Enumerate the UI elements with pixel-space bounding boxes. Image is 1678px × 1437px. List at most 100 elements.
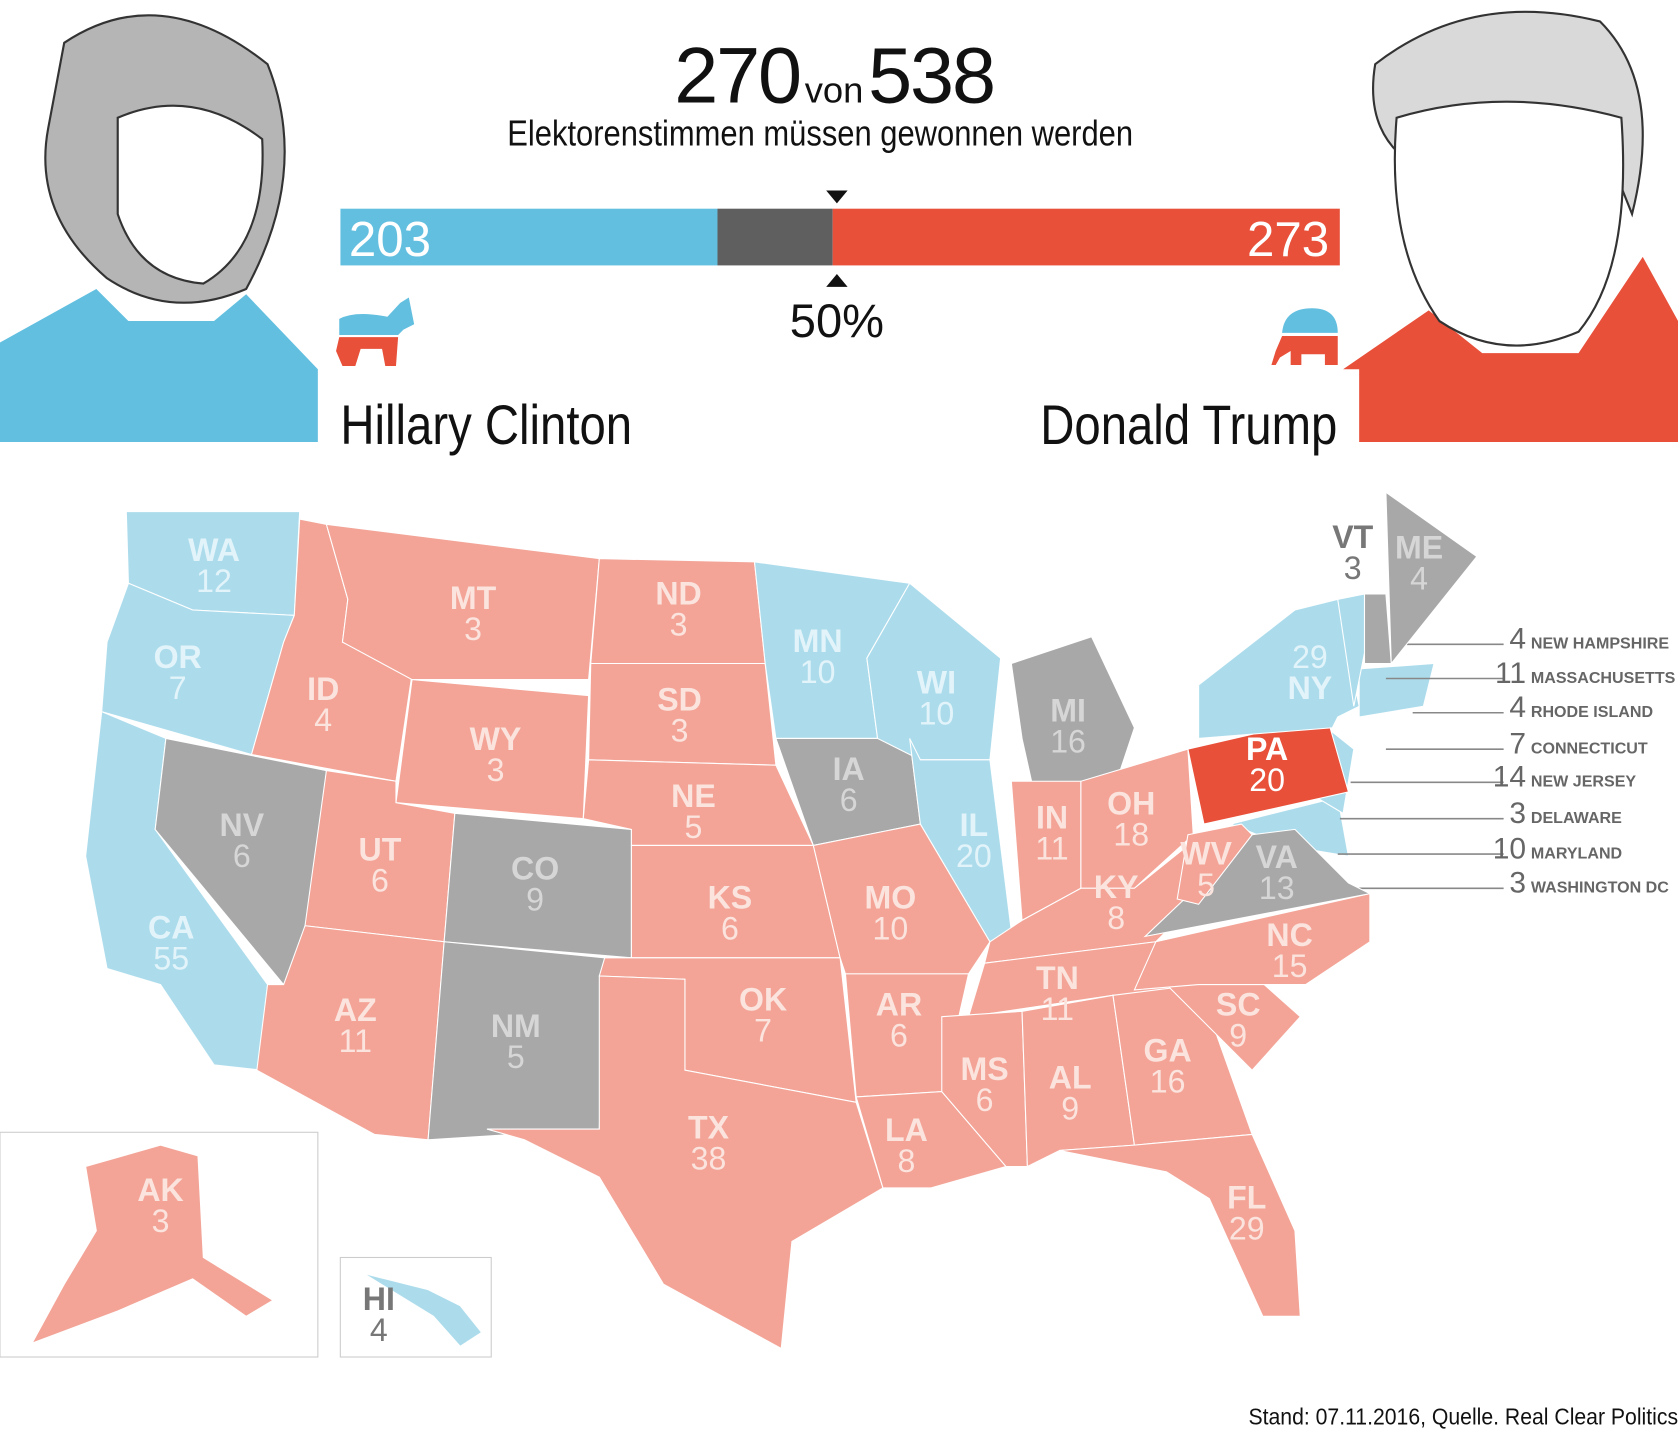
state-label-ak: AK 3 xyxy=(137,1172,184,1240)
state-label-or: OR 7 xyxy=(154,642,202,705)
state-wv[interactable] xyxy=(1176,823,1253,905)
trump-votes: 273 xyxy=(1247,210,1330,267)
legend-state-name: NEW JERSEY xyxy=(1530,772,1637,791)
state-votes: 6 xyxy=(370,863,389,899)
needed-votes: 270 xyxy=(674,31,802,120)
state-ak[interactable] xyxy=(30,1144,274,1345)
state-abbr: CA xyxy=(148,910,195,947)
state-abbr: AL xyxy=(1048,1060,1092,1096)
state-label-in: IN 11 xyxy=(1035,802,1068,865)
state-votes: 3 xyxy=(151,1203,170,1240)
legend-state-name: DELAWARE xyxy=(1530,809,1622,828)
state-tx[interactable] xyxy=(486,975,884,1350)
state-label-vt: VT 3 xyxy=(1332,520,1374,585)
threshold-label: 50% xyxy=(789,295,885,348)
state-abbr: NC xyxy=(1266,918,1313,954)
legend-state-name: NEW HAMPSHIRE xyxy=(1530,634,1670,653)
state-votes: 3 xyxy=(669,607,688,644)
state-abbr: OH xyxy=(1107,786,1156,822)
state-abbr: ND xyxy=(655,576,702,613)
state-abbr: MI xyxy=(1050,693,1086,729)
state-abbr: FL xyxy=(1227,1180,1267,1216)
state-ms[interactable] xyxy=(941,1010,1028,1168)
legend-state-name: RHODE ISLAND xyxy=(1530,703,1654,722)
state-abbr: LA xyxy=(885,1113,928,1149)
state-votes: 9 xyxy=(1061,1091,1080,1127)
state-votes: 12 xyxy=(196,563,232,600)
threshold-marker-bottom xyxy=(826,273,848,287)
headline: 270 von 538 xyxy=(674,30,996,121)
state-label-ut: UT 6 xyxy=(359,834,402,899)
state-label-al: AL 9 xyxy=(1048,1060,1092,1127)
state-abbr: NM xyxy=(490,1009,541,1045)
state-abbr: WA xyxy=(188,532,240,569)
state-abbr: IA xyxy=(832,752,865,788)
state-label-id: ID 4 xyxy=(307,674,339,737)
democratic-donkey-icon xyxy=(336,297,415,367)
state-votes: 5 xyxy=(684,810,703,846)
state-votes: 29 xyxy=(1292,639,1328,676)
state-abbr: SD xyxy=(657,682,702,719)
legend-votes: 7 xyxy=(1509,726,1527,760)
trump-portrait xyxy=(1343,10,1678,442)
legend-item: 3 DELAWARE xyxy=(1488,796,1622,830)
state-label-fl: FL 29 xyxy=(1227,1180,1267,1245)
state-abbr: CO xyxy=(511,851,560,888)
electoral-bar xyxy=(340,190,1340,287)
state-label-sc: SC 9 xyxy=(1216,989,1261,1052)
state-label-me: ME 4 xyxy=(1395,532,1443,595)
legend-item: 14 NEW JERSEY xyxy=(1488,759,1637,794)
state-votes: 10 xyxy=(918,696,955,733)
state-label-hi: HI 4 xyxy=(363,1284,395,1347)
state-label-mn: MN 10 xyxy=(793,626,843,689)
state-oh[interactable] xyxy=(1080,748,1194,889)
state-label-il: IL 20 xyxy=(956,808,992,873)
legend-votes: 14 xyxy=(1492,759,1527,794)
state-votes: 3 xyxy=(464,612,482,648)
state-label-ar: AR 6 xyxy=(876,989,922,1052)
republican-elephant-icon xyxy=(1271,308,1338,365)
state-votes: 3 xyxy=(486,753,505,789)
state-label-co: CO 9 xyxy=(511,851,560,919)
clinton-portrait xyxy=(0,14,318,442)
state-votes: 55 xyxy=(153,941,190,978)
state-la[interactable] xyxy=(855,1091,1007,1189)
state-abbr: IL xyxy=(959,808,989,844)
state-label-ny: 29 NY xyxy=(1288,639,1333,705)
state-hi[interactable] xyxy=(363,1273,483,1348)
state-votes: 5 xyxy=(1197,867,1216,904)
state-abbr: TX xyxy=(687,1110,729,1147)
state-label-tn: TN 11 xyxy=(1036,963,1079,1026)
state-label-nm: NM 5 xyxy=(490,1009,541,1074)
legend-state-name: MARYLAND xyxy=(1530,844,1623,863)
state-label-ne: NE 5 xyxy=(671,781,716,846)
candidate-name-clinton: Hillary Clinton xyxy=(340,394,633,457)
state-label-pa: PA 20 xyxy=(1246,734,1288,799)
state-abbr: AZ xyxy=(333,993,377,1029)
state-votes: 20 xyxy=(1249,763,1285,799)
candidate-name-trump: Donald Trump xyxy=(1040,394,1338,457)
state-label-va: VA 13 xyxy=(1256,842,1298,905)
state-label-wy: WY 3 xyxy=(469,722,522,789)
state-votes: 9 xyxy=(526,882,545,919)
state-abbr: WY xyxy=(469,722,522,758)
state-fl[interactable] xyxy=(1059,1133,1301,1317)
state-abbr: VT xyxy=(1332,520,1374,556)
state-ny[interactable] xyxy=(1198,598,1360,740)
state-votes: 6 xyxy=(720,911,739,948)
state-votes: 3 xyxy=(670,713,689,750)
state-votes: 15 xyxy=(1271,949,1308,985)
state-label-nc: NC 15 xyxy=(1266,918,1313,985)
legend-state-name: WASHINGTON DC xyxy=(1530,878,1669,897)
state-abbr: MO xyxy=(864,880,917,917)
clinton-votes: 203 xyxy=(348,210,432,267)
state-label-nd: ND 3 xyxy=(655,576,702,644)
legend-item: 4 RHODE ISLAND xyxy=(1488,690,1653,724)
legend-votes: 4 xyxy=(1509,621,1527,655)
state-me[interactable] xyxy=(1363,491,1478,665)
state-votes: 8 xyxy=(897,1144,916,1180)
state-votes: 7 xyxy=(754,1013,772,1049)
state-abbr: AK xyxy=(137,1172,184,1209)
state-abbr: NV xyxy=(219,808,265,844)
